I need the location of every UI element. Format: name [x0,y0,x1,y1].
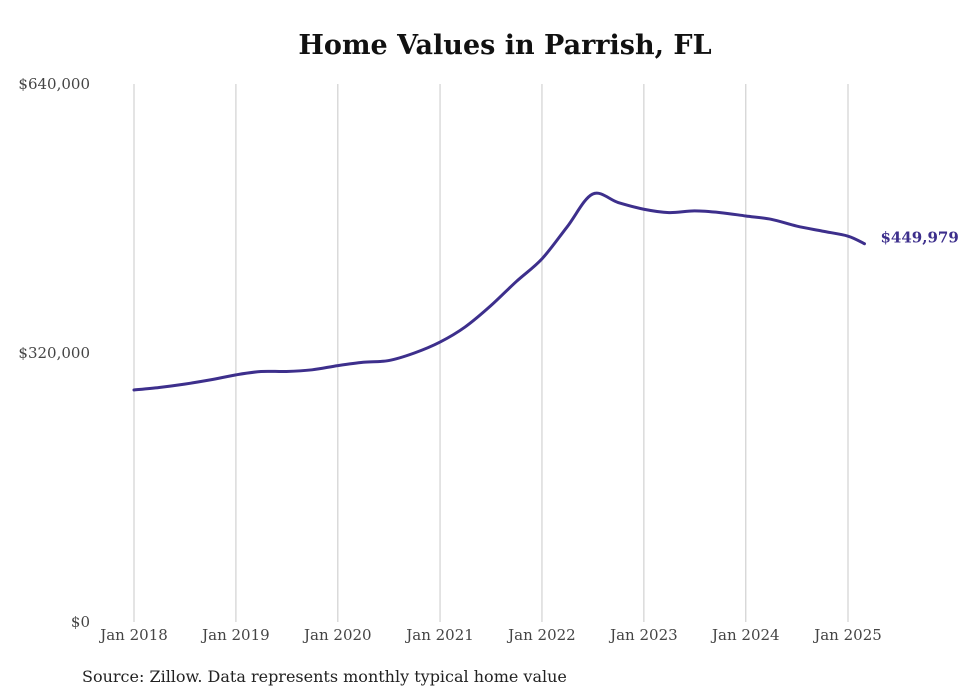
series-layer [132,191,866,392]
x-tick-label: Jan 2020 [302,626,372,644]
chart-title: Home Values in Parrish, FL [298,30,712,61]
series-line [132,191,866,392]
y-axis-ticks: $0 $320,000 $640,000 [18,75,90,631]
x-tick-label: Jan 2022 [506,626,576,644]
x-axis-ticks: Jan 2018 Jan 2019 Jan 2020 Jan 2021 Jan 2022… [98,626,882,644]
x-tick-label: Jan 2023 [608,626,678,644]
x-tick-label: Jan 2018 [98,626,168,644]
y-tick-label: $0 [71,613,90,631]
y-tick-label: $640,000 [18,75,90,93]
x-tick-label: Jan 2021 [404,626,474,644]
end-value-label: $449,979 [880,229,958,247]
x-tick-label: Jan 2024 [710,626,780,644]
y-tick-label: $320,000 [18,344,90,362]
data-labels: $449,979 [880,229,958,247]
x-tick-label: Jan 2019 [200,626,270,644]
grid-lines [133,84,849,622]
source-note: Source: Zillow. Data represents monthly … [82,667,567,686]
x-tick-label: Jan 2025 [812,626,882,644]
